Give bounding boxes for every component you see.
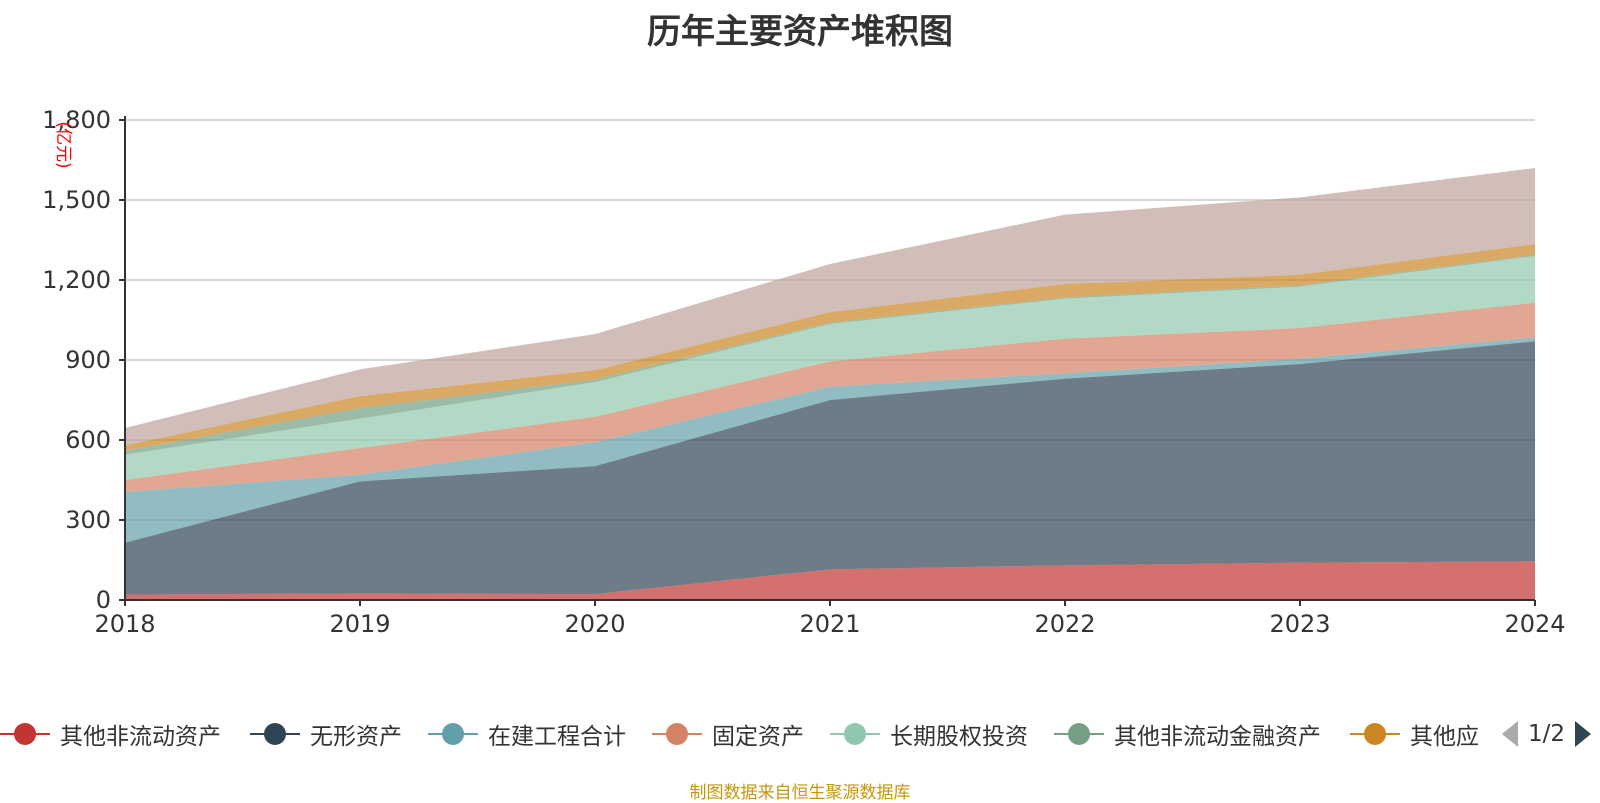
chart-area: 0 300 600 900 1,200 1,500 1,800 2018 2019 2020 202… bbox=[42, 106, 1565, 638]
series-area-0[interactable] bbox=[125, 561, 1535, 600]
y-tick-label: 600 bbox=[65, 426, 111, 454]
data-source-note: 制图数据来自恒生聚源数据库 bbox=[689, 783, 911, 803]
x-tick-label: 2021 bbox=[799, 610, 860, 638]
legend-item[interactable]: 其他非流动金融资产 bbox=[1054, 712, 1321, 756]
x-tick-label: 2024 bbox=[1504, 610, 1565, 638]
legend-prev-page-icon[interactable] bbox=[1500, 719, 1520, 749]
y-tick-label: 1,800 bbox=[42, 106, 111, 134]
legend-item[interactable]: 长期股权投资 bbox=[830, 712, 1028, 756]
chart-title: 历年主要资产堆积图 bbox=[647, 12, 953, 52]
legend-page-indicator: 1/2 bbox=[1528, 721, 1566, 747]
legend-label: 无形资产 bbox=[310, 724, 402, 750]
legend-marker-icon bbox=[250, 723, 300, 745]
series-areas bbox=[125, 168, 1535, 600]
series-area-4[interactable] bbox=[125, 256, 1535, 480]
series-area-7[interactable] bbox=[125, 168, 1535, 446]
series-area-1[interactable] bbox=[125, 341, 1535, 595]
legend-next-page-icon[interactable] bbox=[1573, 719, 1593, 749]
legend-marker-icon bbox=[428, 723, 478, 745]
legend-marker-icon bbox=[830, 723, 880, 745]
y-tick-label: 1,200 bbox=[42, 266, 111, 294]
y-tick-label: 0 bbox=[96, 586, 111, 614]
legend-marker-icon bbox=[1054, 723, 1104, 745]
x-tick-label: 2022 bbox=[1034, 610, 1095, 638]
series-area-3[interactable] bbox=[125, 302, 1535, 492]
legend-marker-icon bbox=[1350, 723, 1400, 745]
legend-pager: 1/2 bbox=[1500, 712, 1600, 756]
legend-item[interactable]: 无形资产 bbox=[250, 712, 402, 756]
legend-item[interactable]: 在建工程合计 bbox=[428, 712, 626, 756]
series-area-6[interactable] bbox=[125, 244, 1535, 451]
legend-label: 其他非流动金融资产 bbox=[1114, 724, 1321, 750]
legend-label: 在建工程合计 bbox=[488, 724, 626, 750]
legend-marker-icon bbox=[0, 723, 50, 745]
legend-label: 其他非流动资产 bbox=[60, 724, 221, 750]
axes: 0 300 600 900 1,200 1,500 1,800 2018 2019 2020 202… bbox=[42, 106, 1565, 638]
x-tick-label: 2018 bbox=[94, 610, 155, 638]
legend-label: 固定资产 bbox=[712, 724, 804, 750]
legend-label: 长期股权投资 bbox=[890, 724, 1028, 750]
legend-item[interactable]: 其他应 bbox=[1350, 712, 1479, 756]
y-tick-label: 1,500 bbox=[42, 186, 111, 214]
y-tick-label: 300 bbox=[65, 506, 111, 534]
y-axis-unit-label: (亿元) bbox=[53, 121, 73, 168]
legend: 其他非流动资产 无形资产 在建工程合计 固定资产 长期股权投资 其他非流动金融资产 其他应 1… bbox=[0, 712, 1600, 756]
x-tick-label: 2019 bbox=[329, 610, 390, 638]
x-tick-label: 2020 bbox=[564, 610, 625, 638]
legend-item[interactable]: 其他非流动资产 bbox=[0, 712, 221, 756]
legend-item[interactable]: 固定资产 bbox=[652, 712, 804, 756]
legend-marker-icon bbox=[652, 723, 702, 745]
y-tick-label: 900 bbox=[65, 346, 111, 374]
legend-label: 其他应 bbox=[1410, 724, 1479, 750]
x-tick-label: 2023 bbox=[1269, 610, 1330, 638]
